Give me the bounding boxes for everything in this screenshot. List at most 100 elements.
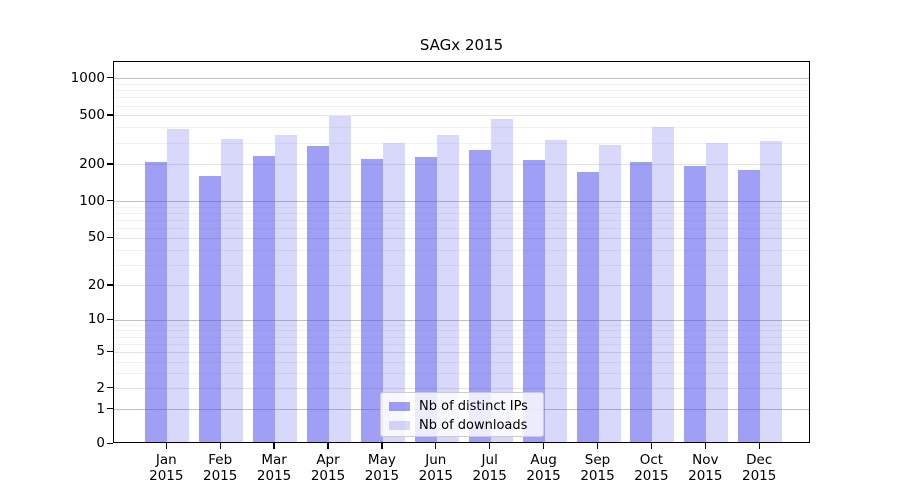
minor-gridline <box>114 206 809 208</box>
x-tick-label: Apr 2015 <box>310 452 346 484</box>
bar-distinct-ips <box>468 149 491 442</box>
bar-distinct-ips <box>414 157 437 442</box>
y-tick-label: 100 <box>79 192 105 209</box>
bar-downloads <box>598 145 621 442</box>
minor-gridline <box>114 361 809 363</box>
bar-distinct-ips <box>630 162 653 442</box>
y-tick-label: 20 <box>87 276 105 293</box>
major-gridline <box>114 201 809 203</box>
bar-downloads <box>382 143 405 442</box>
legend-label-distinct-ips: Nb of distinct IPs <box>419 399 528 414</box>
bar-downloads <box>436 134 459 442</box>
bar-distinct-ips <box>738 169 761 442</box>
bar-distinct-ips <box>576 172 599 442</box>
bar-downloads <box>760 141 783 442</box>
minor-gridline <box>114 127 809 129</box>
y-tick <box>107 350 113 353</box>
legend-item-distinct-ips: Nb of distinct IPs <box>389 397 535 416</box>
y-tick <box>107 318 113 320</box>
minor-gridline <box>114 97 809 99</box>
minor-gridline <box>114 373 809 375</box>
y-tick <box>107 77 113 79</box>
labeled-gridline <box>114 164 809 166</box>
legend: Nb of distinct IPs Nb of downloads <box>380 392 544 437</box>
y-tick <box>107 387 113 389</box>
chart-title: SAGx 2015 <box>419 36 504 54</box>
x-tick <box>165 443 167 449</box>
major-gridline <box>114 78 809 80</box>
minor-gridline <box>114 90 809 92</box>
x-tick-label: Sep 2015 <box>580 452 615 484</box>
y-tick-label: 1 <box>96 400 105 417</box>
y-tick-label: 1000 <box>70 69 105 86</box>
x-tick <box>542 443 545 449</box>
x-tick <box>435 443 437 449</box>
minor-gridline <box>114 142 809 144</box>
y-tick <box>107 442 113 444</box>
bar-distinct-ips <box>522 159 545 442</box>
minor-gridline <box>114 336 809 338</box>
bar-distinct-ips <box>253 156 276 442</box>
x-tick <box>381 443 383 449</box>
plot-area <box>113 61 810 443</box>
x-tick-label: Jun 2015 <box>418 452 453 484</box>
x-tick <box>758 443 760 449</box>
x-tick-label: May 2015 <box>364 452 400 484</box>
x-tick <box>704 443 706 449</box>
y-tick-label: 2 <box>96 379 105 396</box>
x-tick-label: Aug 2015 <box>526 452 561 484</box>
minor-gridline <box>114 105 809 107</box>
x-tick-label: Jul 2015 <box>472 452 507 484</box>
bar-distinct-ips <box>360 158 383 442</box>
minor-gridline <box>114 83 809 85</box>
y-tick-label: 5 <box>96 343 105 360</box>
bar-downloads <box>221 138 244 442</box>
legend-label-downloads: Nb of downloads <box>419 418 528 433</box>
minor-gridline <box>114 220 809 222</box>
bar-distinct-ips <box>684 166 707 442</box>
minor-gridline <box>114 330 809 332</box>
x-tick-label: Jan 2015 <box>149 452 184 484</box>
y-tick <box>107 407 113 410</box>
legend-swatch-distinct-ips-icon <box>389 402 410 411</box>
y-tick-label: 500 <box>79 106 105 123</box>
y-tick <box>107 200 113 202</box>
x-tick-label: Feb 2015 <box>203 452 238 484</box>
bar-downloads <box>329 116 351 442</box>
labeled-gridline <box>114 285 809 287</box>
minor-gridline <box>114 228 809 230</box>
y-tick-label: 0 <box>96 435 105 452</box>
y-tick <box>107 163 113 165</box>
bar-downloads <box>275 135 298 442</box>
y-tick-label: 10 <box>87 311 105 328</box>
minor-gridline <box>114 343 809 345</box>
y-tick <box>107 114 113 116</box>
major-gridline <box>114 319 809 321</box>
bar-downloads <box>652 126 675 442</box>
x-tick-label: Nov 2015 <box>688 452 723 484</box>
x-tick-label: Oct 2015 <box>634 452 669 484</box>
x-tick <box>273 443 275 449</box>
legend-swatch-downloads-icon <box>389 421 410 430</box>
bar-downloads <box>706 142 729 442</box>
labeled-gridline <box>114 115 809 117</box>
labeled-gridline <box>114 351 809 353</box>
x-tick <box>650 443 653 449</box>
x-tick-label: Dec 2015 <box>742 452 777 484</box>
x-tick <box>219 443 221 449</box>
minor-gridline <box>114 213 809 215</box>
y-tick <box>107 284 113 286</box>
bar-distinct-ips <box>145 162 168 442</box>
labeled-gridline <box>114 237 809 239</box>
minor-gridline <box>114 264 809 266</box>
y-tick <box>107 236 113 239</box>
x-tick-label: Mar 2015 <box>256 452 292 484</box>
bar-downloads <box>167 128 190 442</box>
x-tick <box>327 443 329 449</box>
x-tick <box>596 443 599 449</box>
y-tick-label: 200 <box>79 155 105 172</box>
labeled-gridline <box>114 388 809 390</box>
x-tick <box>489 443 491 449</box>
bar-distinct-ips <box>199 175 222 442</box>
